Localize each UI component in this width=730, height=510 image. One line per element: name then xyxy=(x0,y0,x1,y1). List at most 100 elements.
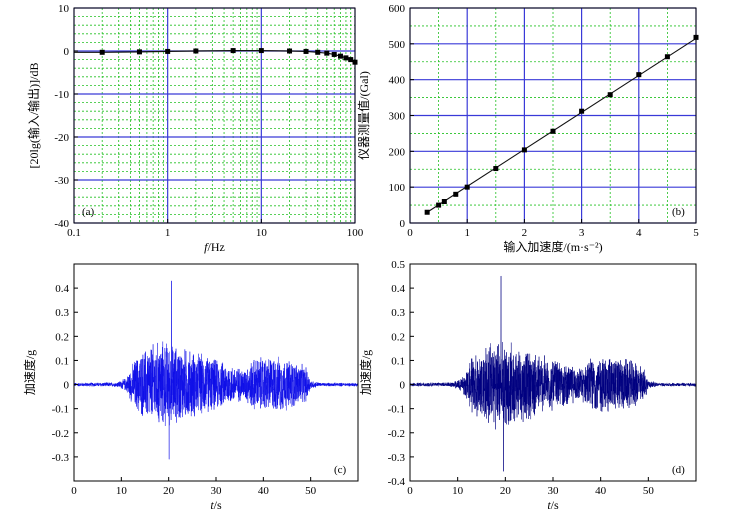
panel-a-data-point xyxy=(324,50,330,56)
panel-c-xtick-label: 10 xyxy=(116,485,128,497)
panel-a-data-point xyxy=(348,57,354,63)
panel-c-xtick-label: 50 xyxy=(305,485,317,497)
panel-d-frame xyxy=(409,263,697,482)
panel-d-xtick-label: 20 xyxy=(500,485,512,497)
panel-d-ytick-label: 0.2 xyxy=(391,331,405,343)
panel-b-data-point xyxy=(453,191,459,197)
panel-d-xlabel-var: t xyxy=(547,498,551,510)
panel-a-ytick-label: -30 xyxy=(54,175,69,187)
panel-c-ytick-label: 0.3 xyxy=(55,307,69,319)
panel-c-xlabel-var: t xyxy=(210,498,214,510)
panel-b-ytick-label: 300 xyxy=(389,111,406,123)
panel-a-xlabel-var: f xyxy=(204,240,209,254)
panel-a-data-point xyxy=(193,48,199,54)
panel-c-ytick-label: 0.1 xyxy=(55,355,69,367)
panel-d-xtick-label: 30 xyxy=(548,485,560,497)
panel-a-xlabel-unit: /Hz xyxy=(208,240,225,254)
panel-b-data-point xyxy=(664,54,670,60)
panel-d-ytick-label: 0.5 xyxy=(391,259,405,271)
panel-a-ytick-label: -20 xyxy=(54,132,69,144)
panel-a-xlabel: f/Hz xyxy=(204,240,225,254)
panel-a-xtick-label: 1 xyxy=(165,227,171,239)
panel-b-xtick-label: 0 xyxy=(407,227,413,239)
panel-c-ytick-label: -0.3 xyxy=(52,452,70,464)
panel-a-data-point xyxy=(99,49,105,55)
panel-a-data-point xyxy=(303,48,309,54)
panel-a-data-point xyxy=(258,48,264,54)
panel-a-data-point xyxy=(337,53,343,59)
panel-b-label: (b) xyxy=(672,206,685,218)
panel-b-data-point xyxy=(436,202,442,208)
panel-b-fit-line xyxy=(426,37,697,213)
panel-a-data-point xyxy=(343,55,349,61)
panel-a-data-point xyxy=(165,48,171,54)
panel-b-data-point xyxy=(521,147,527,153)
panel-c-xlabel-unit: /s xyxy=(214,498,222,510)
panel-a-ytick-label: 0 xyxy=(64,46,70,58)
panel-d-ytick-label: -0.1 xyxy=(388,404,405,416)
panel-a-data-point xyxy=(331,51,337,57)
panel-a-data-point xyxy=(315,49,321,55)
panel-a-ytick-label: -10 xyxy=(54,89,69,101)
panel-a-label: (a) xyxy=(82,206,95,218)
panel-c-label: (c) xyxy=(334,464,347,476)
panel-c-ytick-label: -0.1 xyxy=(52,404,69,416)
panel-c-xtick-label: 20 xyxy=(163,485,175,497)
panel-d-ytick-label: 0.4 xyxy=(391,283,405,295)
panel-b-xtick-label: 5 xyxy=(693,227,699,239)
panel-d-ytick-label: -0.3 xyxy=(388,452,406,464)
panel-b-xtick-label: 2 xyxy=(522,227,528,239)
panel-d-ylabel: 加速度/g xyxy=(358,350,373,395)
panel-c-input-waveform: 0 10 20 30 40 50 0.4 0.3 0.2 0.1 0 -0.1 -0.2 -0.3 (c)… xyxy=(22,263,359,510)
panel-d-ytick-label: 0.1 xyxy=(391,355,405,367)
panel-a-ytick-label: 10 xyxy=(58,3,70,15)
panel-b-xtick-label: 3 xyxy=(579,227,585,239)
panel-b-ytick-label: 100 xyxy=(389,182,406,194)
panel-b-ytick-label: 500 xyxy=(389,39,406,51)
panel-b-ytick-label: 400 xyxy=(389,75,406,87)
panel-b-ytick-label: 0 xyxy=(400,218,406,230)
panel-d-label: (d) xyxy=(672,464,685,476)
panel-d-ytick-label: -0.4 xyxy=(388,476,406,488)
panel-b-data-point xyxy=(493,166,499,172)
panel-a-data-point xyxy=(287,48,293,54)
panel-d-xtick-label: 40 xyxy=(595,485,607,497)
panel-a-xtick-label: 100 xyxy=(347,227,364,239)
panel-c-xtick-label: 40 xyxy=(258,485,270,497)
panel-c-xtick-label: 30 xyxy=(211,485,223,497)
panel-b-ylabel: 仪器测量值/(Gal) xyxy=(356,71,371,160)
panel-d-ytick-label: -0.2 xyxy=(388,428,405,440)
panel-a-xtick-label: 10 xyxy=(256,227,268,239)
panel-c-frame xyxy=(73,263,359,482)
panel-d-xtick-label: 50 xyxy=(643,485,655,497)
panel-b-data-point xyxy=(579,108,585,114)
panel-a-response-curve xyxy=(74,50,356,63)
panel-c-xtick-label: 0 xyxy=(71,485,77,497)
panel-b-data-point xyxy=(550,128,556,134)
panel-d-waveform xyxy=(409,275,697,472)
panel-b-xlabel: 输入加速度/(m·s⁻²) xyxy=(503,239,602,254)
panel-c-ytick-label: 0.4 xyxy=(55,283,69,295)
panel-b-data-point xyxy=(636,72,642,78)
panel-d-output-waveform: 0 10 20 30 40 50 0.5 0.4 0.3 0.2 0.1 0 -0.1 -0.2 -0.3 -… xyxy=(358,259,697,510)
panel-b-calibration: 0 1 2 3 4 5 0 100 200 300 400 500 600 (b) 输入加速度/(m·s… xyxy=(356,3,699,254)
panel-a-ytick-label: -40 xyxy=(54,218,69,230)
panel-d-xtick-label: 10 xyxy=(452,485,464,497)
panel-d-xlabel: t/s xyxy=(547,498,559,510)
panel-d-ytick-label: 0 xyxy=(400,380,406,392)
panel-c-xlabel: t/s xyxy=(210,498,222,510)
panel-b-xtick-label: 4 xyxy=(636,227,642,239)
panel-b-data-point xyxy=(441,199,447,204)
panel-b-xtick-label: 1 xyxy=(464,227,470,239)
panel-c-ytick-label: -0.2 xyxy=(52,428,69,440)
panel-b-ytick-label: 200 xyxy=(389,146,406,158)
panel-c-ylabel: 加速度/g xyxy=(22,350,37,395)
panel-d-ytick-label: 0.3 xyxy=(391,307,405,319)
panel-c-ytick-label: 0.2 xyxy=(55,331,69,343)
panel-d-xlabel-unit: /s xyxy=(551,498,559,510)
panel-a-frame xyxy=(73,7,356,224)
panel-b-ytick-label: 600 xyxy=(389,3,406,15)
panel-c-waveform xyxy=(73,280,359,460)
